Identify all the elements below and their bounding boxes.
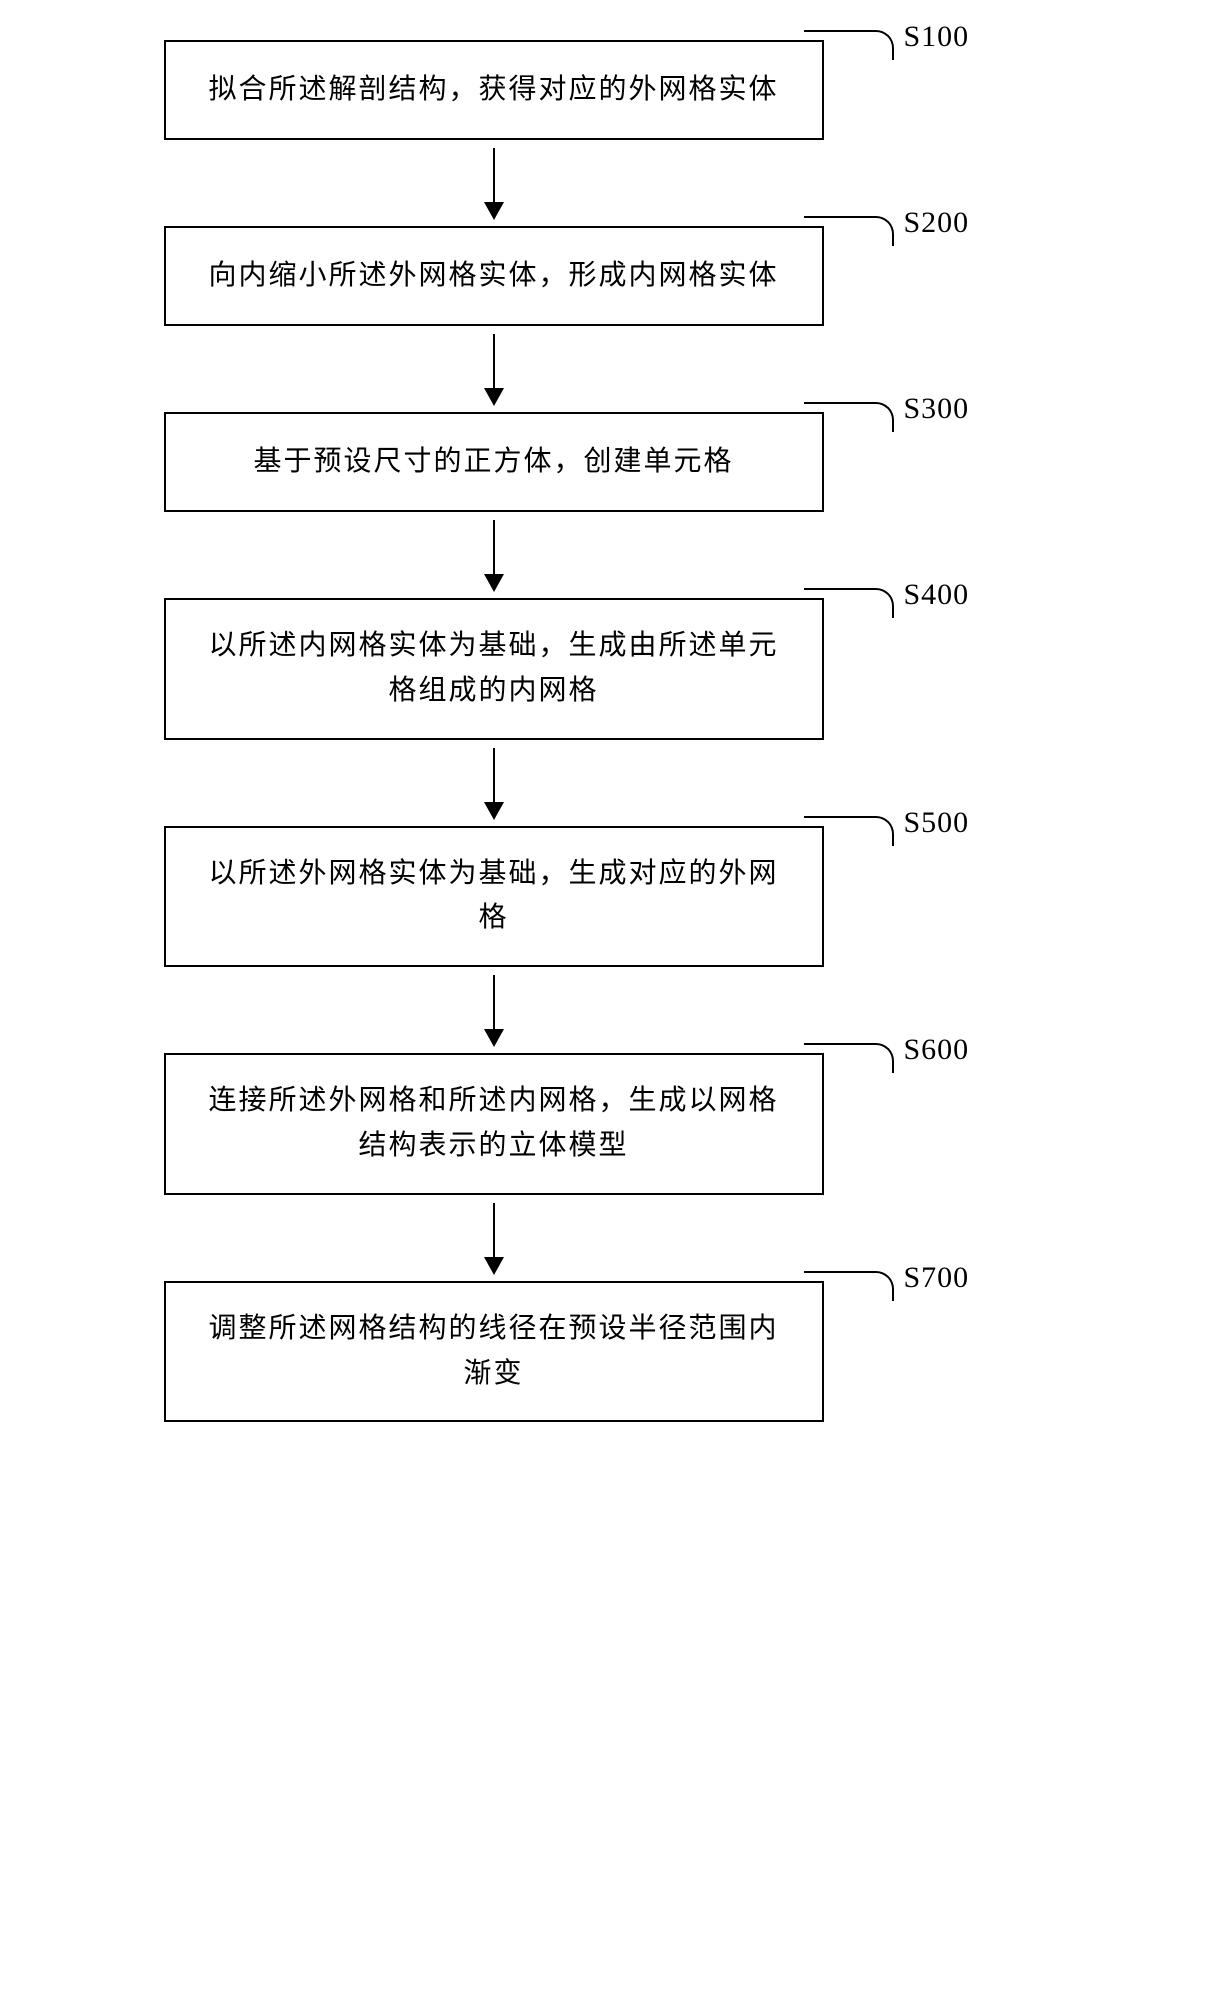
connector-line — [804, 30, 894, 60]
arrow-icon — [493, 148, 495, 218]
step-box-s500: 以所述外网格实体为基础，生成对应的外网格 — [164, 826, 824, 968]
connector-line — [804, 588, 894, 618]
step-label-s100: S100 — [904, 20, 970, 54]
step-container-5: 以所述外网格实体为基础，生成对应的外网格 S500 — [164, 826, 1064, 968]
step-label-s400: S400 — [904, 578, 970, 612]
arrow-container — [164, 740, 824, 826]
step-text: 以所述外网格实体为基础，生成对应的外网格 — [196, 852, 792, 942]
arrow-icon — [493, 748, 495, 818]
step-box-s600: 连接所述外网格和所述内网格，生成以网格结构表示的立体模型 — [164, 1053, 824, 1195]
step-text: 连接所述外网格和所述内网格，生成以网格结构表示的立体模型 — [196, 1079, 792, 1169]
step-label-s600: S600 — [904, 1033, 970, 1067]
connector-line — [804, 216, 894, 246]
step-container-7: 调整所述网格结构的线径在预设半径范围内渐变 S700 — [164, 1281, 1064, 1423]
arrow-container — [164, 326, 824, 412]
arrow-icon — [493, 334, 495, 404]
arrow-container — [164, 140, 824, 226]
step-label-s700: S700 — [904, 1261, 970, 1295]
step-text: 以所述内网格实体为基础，生成由所述单元格组成的内网格 — [196, 624, 792, 714]
connector-line — [804, 1271, 894, 1301]
step-container-3: 基于预设尺寸的正方体，创建单元格 S300 — [164, 412, 1064, 512]
connector-line — [804, 402, 894, 432]
step-label-s300: S300 — [904, 392, 970, 426]
step-text: 基于预设尺寸的正方体，创建单元格 — [253, 440, 733, 485]
step-container-1: 拟合所述解剖结构，获得对应的外网格实体 S100 — [164, 40, 1064, 140]
step-text: 拟合所述解剖结构，获得对应的外网格实体 — [208, 68, 778, 113]
arrow-container — [164, 1195, 824, 1281]
arrow-icon — [493, 520, 495, 590]
step-text: 向内缩小所述外网格实体，形成内网格实体 — [208, 254, 778, 299]
arrow-container — [164, 512, 824, 598]
arrow-container — [164, 967, 824, 1053]
step-container-6: 连接所述外网格和所述内网格，生成以网格结构表示的立体模型 S600 — [164, 1053, 1064, 1195]
step-container-4: 以所述内网格实体为基础，生成由所述单元格组成的内网格 S400 — [164, 598, 1064, 740]
step-text: 调整所述网格结构的线径在预设半径范围内渐变 — [196, 1307, 792, 1397]
step-box-s400: 以所述内网格实体为基础，生成由所述单元格组成的内网格 — [164, 598, 824, 740]
step-box-s300: 基于预设尺寸的正方体，创建单元格 — [164, 412, 824, 512]
step-box-s100: 拟合所述解剖结构，获得对应的外网格实体 — [164, 40, 824, 140]
connector-line — [804, 1043, 894, 1073]
step-label-s500: S500 — [904, 806, 970, 840]
flowchart-container: 拟合所述解剖结构，获得对应的外网格实体 S100 向内缩小所述外网格实体，形成内… — [164, 40, 1064, 1422]
step-label-s200: S200 — [904, 206, 970, 240]
step-container-2: 向内缩小所述外网格实体，形成内网格实体 S200 — [164, 226, 1064, 326]
step-box-s200: 向内缩小所述外网格实体，形成内网格实体 — [164, 226, 824, 326]
arrow-icon — [493, 1203, 495, 1273]
step-box-s700: 调整所述网格结构的线径在预设半径范围内渐变 — [164, 1281, 824, 1423]
connector-line — [804, 816, 894, 846]
arrow-icon — [493, 975, 495, 1045]
